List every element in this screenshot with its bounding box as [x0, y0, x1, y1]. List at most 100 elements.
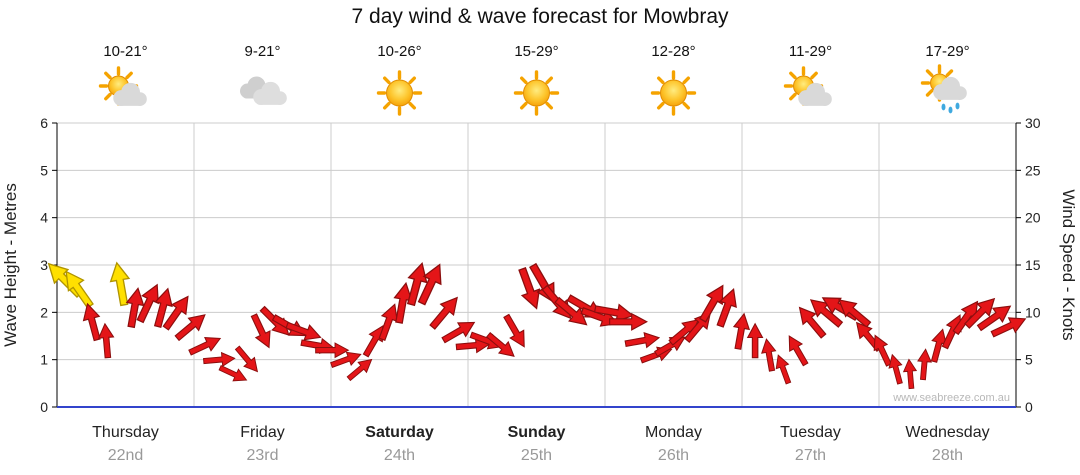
wind-arrow	[65, 270, 94, 309]
wind-arrow	[330, 351, 362, 368]
wind-arrow-series	[47, 261, 1027, 390]
x-axis-day-label: Thursday 22nd	[92, 424, 159, 464]
wind-arrow	[429, 296, 458, 330]
svg-text:Friday: Friday	[240, 424, 284, 441]
wind-arrow	[624, 332, 661, 349]
wind-arrow	[873, 334, 892, 367]
wind-arrow	[346, 358, 373, 382]
svg-text:24th: 24th	[384, 447, 415, 464]
wind-arrow	[654, 336, 686, 357]
weather-icon-sunny	[650, 70, 697, 116]
wind-arrow	[315, 342, 350, 359]
svg-text:4: 4	[40, 210, 48, 226]
svg-text:15: 15	[1025, 257, 1041, 273]
wind-arrow	[218, 364, 248, 382]
wind-arrow	[699, 284, 724, 323]
svg-text:22nd: 22nd	[108, 447, 144, 464]
wind-arrow	[798, 306, 827, 339]
day-column-header: 17-29°	[920, 43, 970, 114]
left-axis-title: Wave Height - Metres	[1, 183, 20, 347]
weather-icon-sunny	[376, 70, 423, 116]
wind-arrow	[82, 302, 101, 342]
svg-text:Monday: Monday	[645, 424, 702, 441]
svg-text:5: 5	[1025, 352, 1033, 368]
wind-arrow	[716, 288, 737, 328]
wind-arrow	[838, 299, 872, 328]
weather-icon-cloudy	[240, 76, 287, 105]
wind-arrow	[775, 354, 792, 385]
svg-text:25: 25	[1025, 162, 1041, 178]
day-column-header: 10-21°	[98, 43, 148, 106]
svg-text:10: 10	[1025, 304, 1041, 320]
svg-text:30: 30	[1025, 115, 1041, 131]
wind-arrow	[362, 325, 384, 358]
temp-range-label: 15-29°	[514, 43, 558, 60]
weather-icon-partly-cloudy	[783, 66, 832, 106]
wind-arrow	[990, 317, 1027, 338]
wind-arrow	[441, 321, 476, 344]
wind-arrow	[554, 296, 588, 326]
svg-text:23rd: 23rd	[246, 447, 278, 464]
svg-text:2: 2	[40, 304, 48, 320]
svg-text:Thursday: Thursday	[92, 424, 159, 441]
left-axis-ticks: 0 1 2 3 4 5 6	[40, 115, 57, 415]
x-axis-day-label: Sunday 25th	[508, 424, 566, 464]
temp-range-label: 17-29°	[925, 43, 969, 60]
wind-arrow	[976, 305, 1012, 332]
svg-text:5: 5	[40, 162, 48, 178]
svg-text:0: 0	[40, 399, 48, 415]
wind-arrow	[964, 297, 996, 329]
wind-arrow	[109, 261, 131, 307]
gridlines	[57, 122, 1016, 407]
wind-arrow	[761, 338, 777, 372]
day-column-header: 11-29°	[783, 43, 832, 106]
weather-icon-sunny	[513, 70, 560, 116]
svg-text:Sunday: Sunday	[508, 424, 566, 441]
right-axis-title: Wind Speed - Knots	[1059, 189, 1078, 340]
temp-range-label: 12-28°	[651, 43, 695, 60]
svg-text:20: 20	[1025, 210, 1041, 226]
wind-arrow	[788, 335, 809, 367]
svg-text:Tuesday: Tuesday	[780, 424, 841, 441]
weather-icon-partly-cloudy	[98, 66, 147, 106]
wind-arrow	[162, 295, 189, 331]
weather-icon-showers	[920, 64, 967, 114]
temp-range-label: 11-29°	[789, 43, 832, 60]
wind-arrow	[406, 261, 428, 307]
svg-text:25th: 25th	[521, 447, 552, 464]
wind-arrow	[609, 312, 648, 331]
svg-text:Saturday: Saturday	[365, 424, 434, 441]
svg-text:Wednesday: Wednesday	[905, 424, 989, 441]
temp-range-label: 9-21°	[244, 43, 280, 60]
x-axis-day-label: Monday 26th	[645, 424, 702, 464]
wind-arrow	[732, 312, 751, 350]
x-axis-day-label: Wednesday 28th	[905, 424, 989, 464]
temp-range-label: 10-26°	[377, 43, 421, 60]
wind-arrow	[917, 348, 932, 381]
wind-arrow	[234, 345, 259, 373]
day-column-header: 12-28°	[650, 43, 697, 116]
wind-arrow	[746, 322, 764, 359]
wind-arrow	[153, 287, 173, 329]
wind-arrow	[97, 322, 115, 359]
chart-title: 7 day wind & wave forecast for Mowbray	[351, 5, 729, 28]
svg-text:28th: 28th	[932, 447, 963, 464]
wind-arrow	[485, 332, 515, 357]
temp-range-label: 10-21°	[103, 43, 147, 60]
wind-arrow	[250, 313, 271, 349]
wind-arrow	[902, 358, 918, 390]
wind-arrow	[888, 353, 903, 385]
x-axis-day-label: Tuesday 27th	[780, 424, 841, 464]
day-column-header: 10-26°	[376, 43, 423, 116]
svg-text:0: 0	[1025, 399, 1033, 415]
svg-text:3: 3	[40, 257, 48, 273]
wind-arrow	[125, 287, 145, 329]
day-column-header: 9-21°	[240, 43, 287, 105]
wind-arrow	[503, 313, 525, 348]
day-column-header: 15-29°	[513, 43, 560, 116]
watermark: www.seabreeze.com.au	[892, 392, 1010, 404]
svg-text:6: 6	[40, 115, 48, 131]
x-axis-day-label: Saturday 24th	[365, 424, 434, 464]
svg-text:27th: 27th	[795, 447, 826, 464]
